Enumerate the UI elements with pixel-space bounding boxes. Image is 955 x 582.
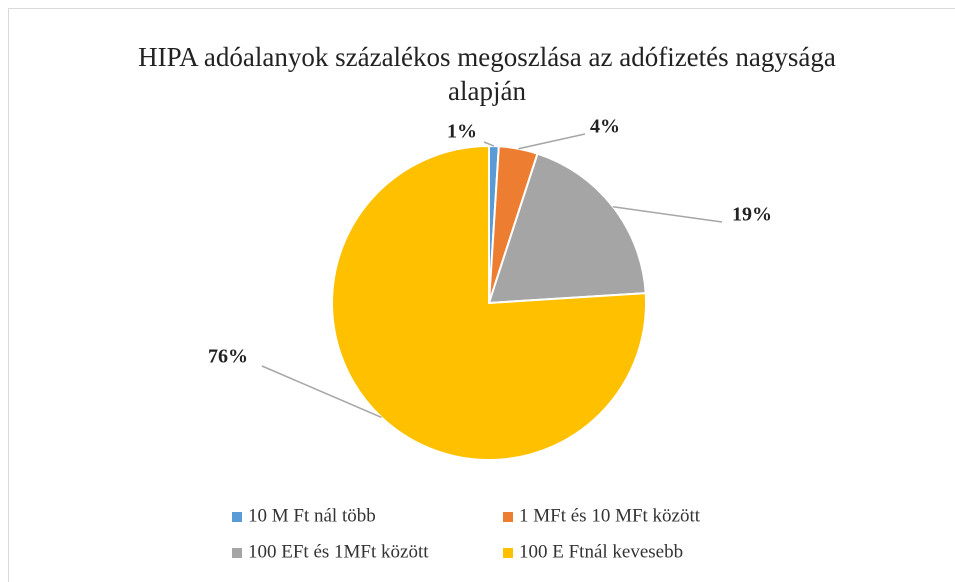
legend-swatch <box>232 512 242 522</box>
data-label: 1% <box>447 121 477 143</box>
data-label: 19% <box>732 204 772 226</box>
legend-label: 100 E Ftnál kevesebb <box>519 541 683 562</box>
data-label: 4% <box>590 116 620 138</box>
legend-label: 10 M Ft nál több <box>248 505 376 526</box>
legend-swatch <box>503 548 513 558</box>
chart-title: HIPA adóalanyok százalékos megoszlása az… <box>138 42 836 106</box>
legend-swatch <box>503 512 513 522</box>
legend-swatch <box>232 548 242 558</box>
leader-line <box>612 206 723 223</box>
legend-label: 100 EFt és 1MFt között <box>248 541 429 562</box>
leader-line <box>518 133 586 150</box>
leader-line <box>261 365 382 419</box>
data-label: 76% <box>208 346 248 368</box>
legend-label: 1 MFt és 10 MFt között <box>519 505 701 526</box>
leader-line <box>483 141 495 147</box>
